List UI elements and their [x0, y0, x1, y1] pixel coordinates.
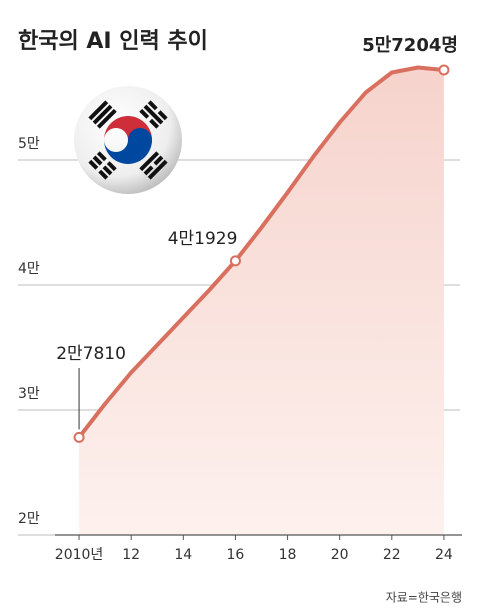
point	[438, 64, 450, 76]
x-tick-label: 14	[174, 547, 192, 563]
flag-icon	[74, 86, 182, 194]
line	[77, 65, 445, 439]
source: 자료=한국은행	[386, 590, 462, 605]
y-tick-label: 3만	[18, 386, 40, 402]
x-tick-label: 20	[331, 547, 349, 563]
chart-title: 한국의 AI 인력 추이	[18, 29, 208, 54]
value-label: 4만1929	[168, 229, 238, 249]
x-tick-label: 2010년	[55, 547, 104, 563]
point	[229, 255, 241, 267]
x-tick-label: 16	[227, 547, 245, 563]
point	[73, 431, 85, 443]
value-label: 2만7810	[56, 344, 126, 364]
y-tick-label: 4만	[18, 261, 40, 277]
y-tick-label: 5만	[18, 136, 40, 152]
x-tick-label: 18	[279, 547, 297, 563]
area	[79, 67, 444, 535]
x-tick-label: 12	[122, 547, 140, 563]
x-tick-label: 22	[383, 547, 401, 563]
y-tick-label: 2만	[18, 511, 40, 527]
x-tick-label: 24	[435, 547, 453, 563]
value-label: 5만7204명	[362, 35, 458, 56]
